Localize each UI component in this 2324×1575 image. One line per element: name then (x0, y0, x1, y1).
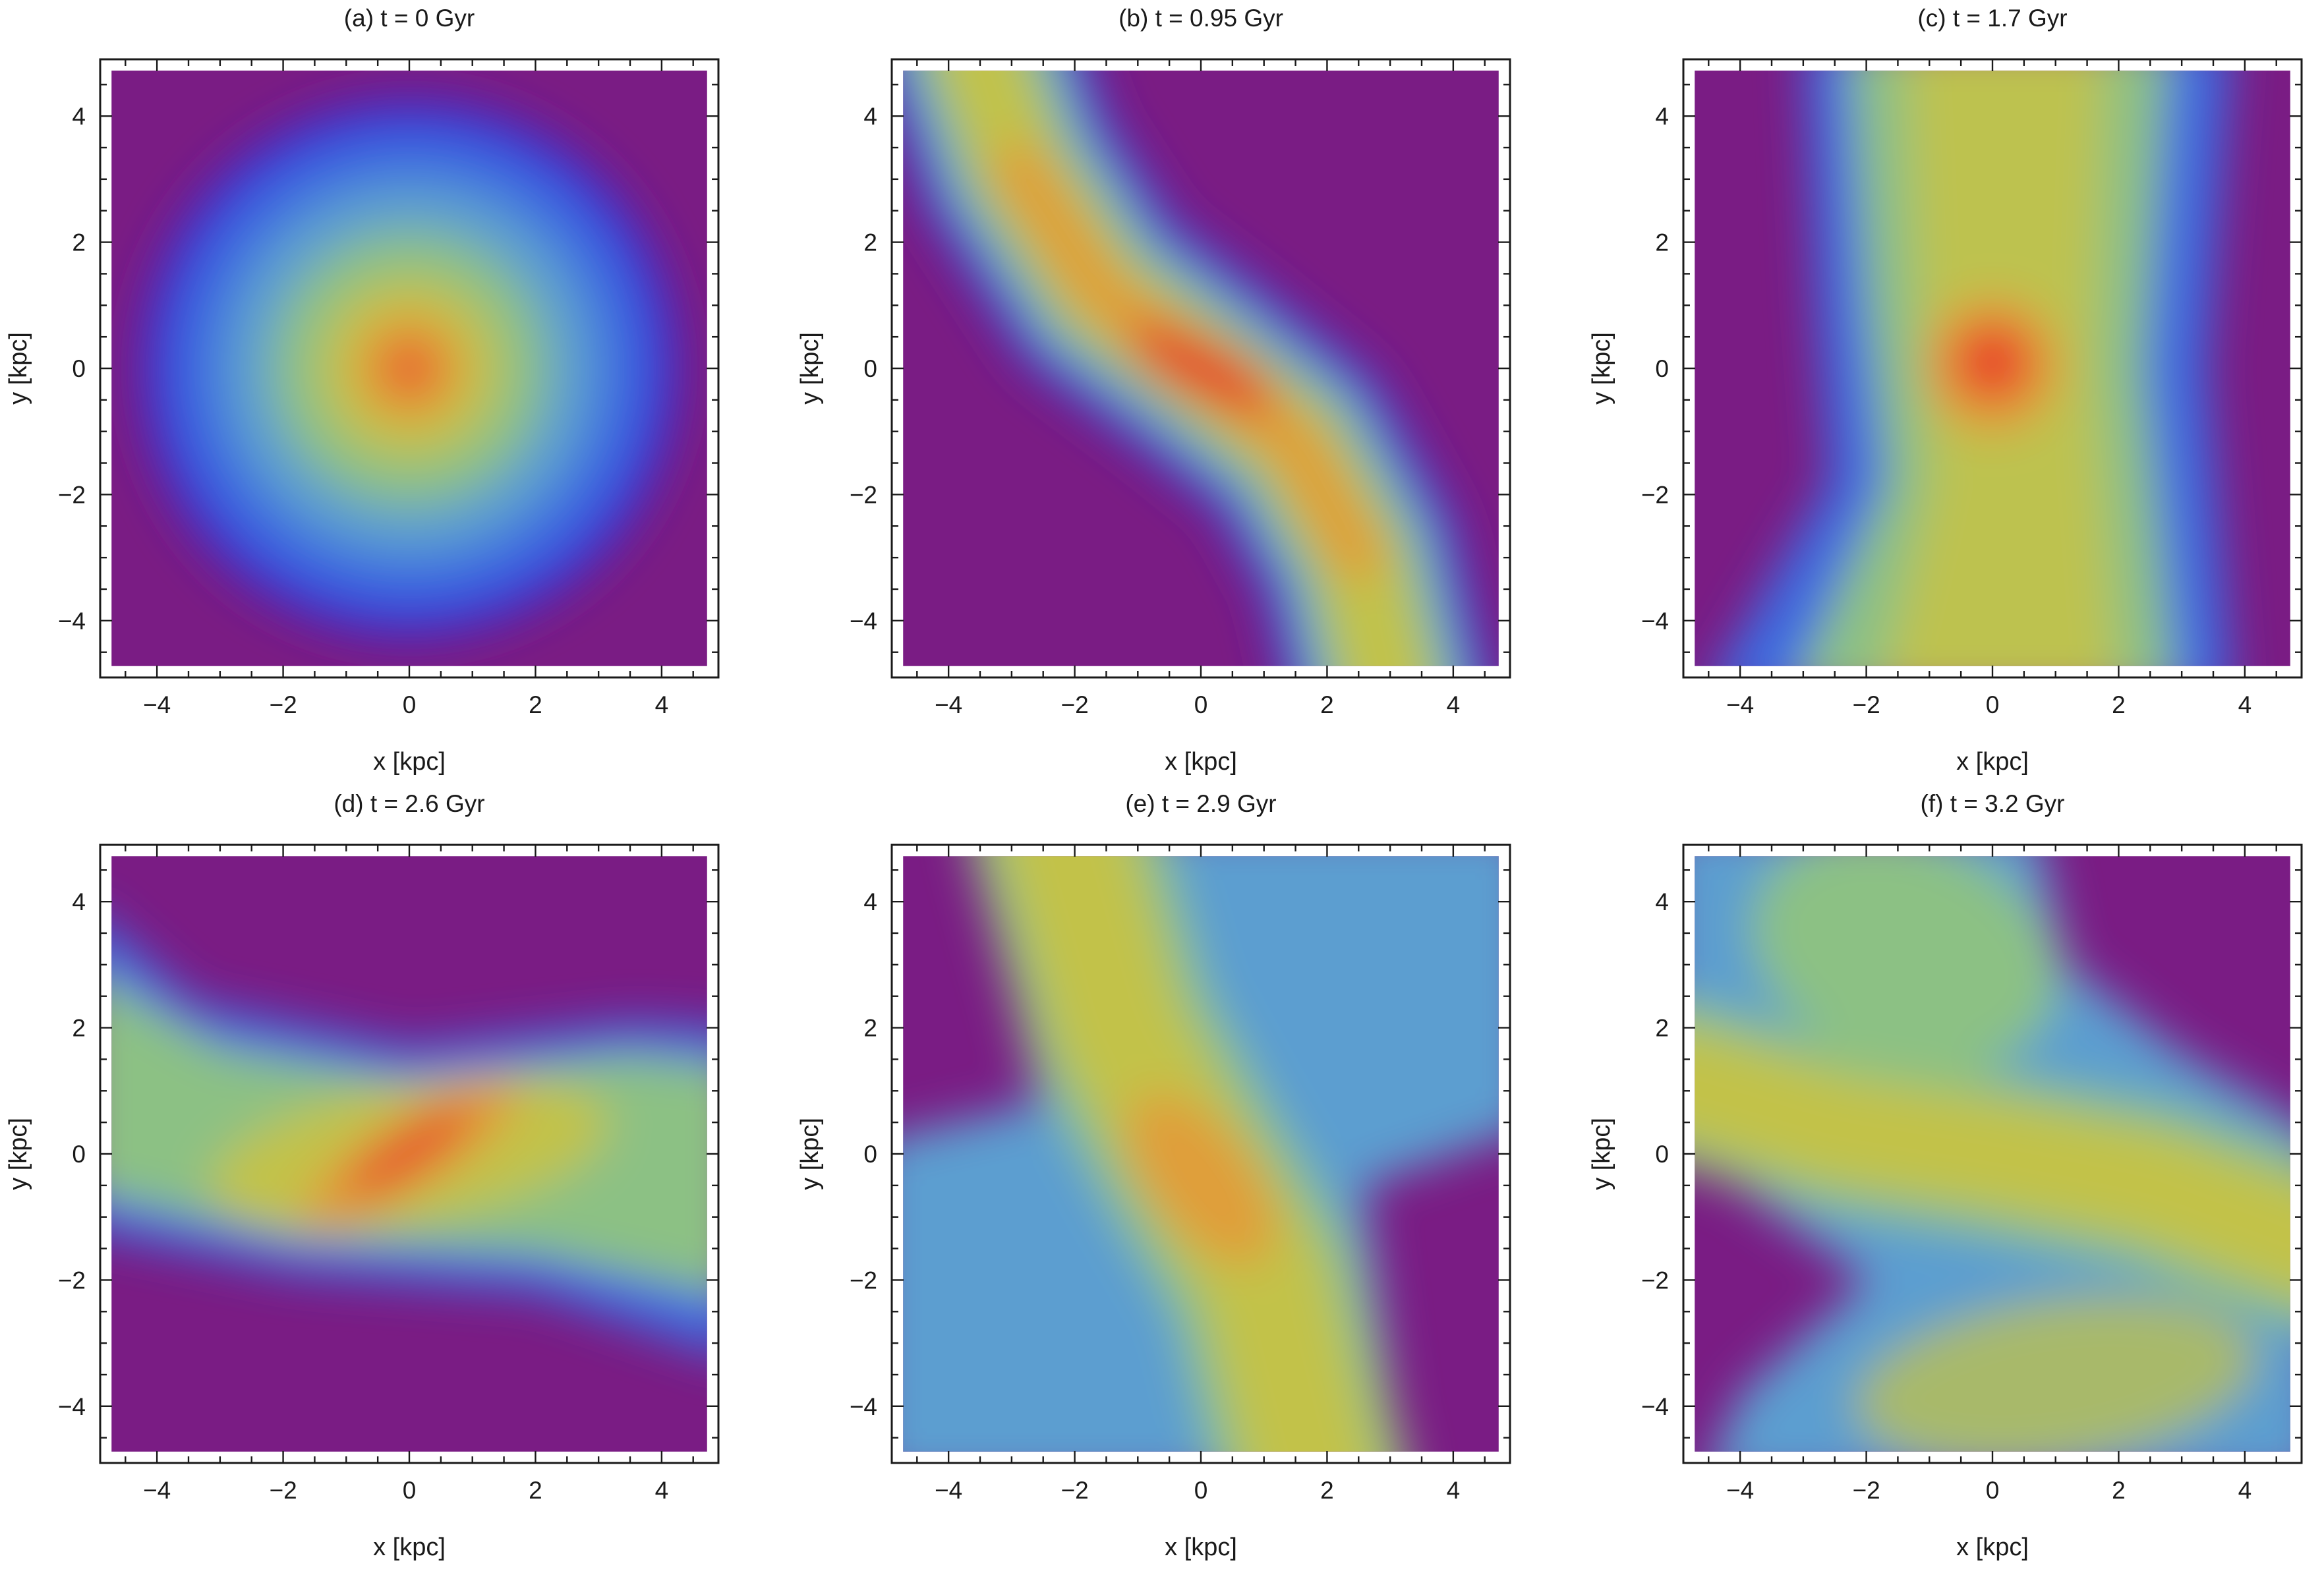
y-tick-label: −4 (58, 608, 86, 635)
x-tick-label: 0 (1194, 1477, 1208, 1504)
axis-ticks (892, 59, 1510, 677)
x-tick-label: −2 (1852, 1477, 1880, 1504)
density-map-f (1695, 856, 2290, 1452)
panel-f: −4 −2 0 2 4 −4 −2 0 2 4 (f) t = 3.2 Gyr x [kpc] y [k… (1588, 790, 2303, 1561)
x-tick-label: −4 (935, 1477, 962, 1504)
y-tick-label: 4 (1655, 888, 1669, 915)
y-axis-label: y [kpc] (796, 332, 824, 405)
y-axis-label: y [kpc] (1588, 1118, 1615, 1190)
y-tick-label: −4 (850, 608, 877, 635)
x-tick-label: −2 (269, 691, 297, 718)
y-tick-label: −2 (1641, 481, 1669, 508)
x-tick-label: −4 (1726, 1477, 1754, 1504)
panel-title: (d) t = 2.6 Gyr (334, 790, 484, 817)
panel-title: (e) t = 2.9 Gyr (1125, 790, 1276, 817)
axis-ticks (892, 845, 1510, 1463)
panel-title: (f) t = 3.2 Gyr (1921, 790, 2065, 817)
panel-b: −4 −2 0 2 4 −4 −2 0 2 4 (b) t = 0.95 Gyr x [kpc] y [… (796, 5, 1511, 776)
density-map-a (111, 71, 707, 666)
y-tick-label: 4 (72, 103, 86, 130)
y-axis-label: y [kpc] (1588, 332, 1615, 405)
y-tick-label: 0 (72, 355, 86, 382)
y-tick-label: 2 (72, 1015, 86, 1042)
y-tick-label: 0 (72, 1141, 86, 1168)
x-tick-label: 2 (1320, 691, 1334, 718)
panel-c: −4 −2 0 2 4 −4 −2 0 2 4 (c) t = 1.7 Gyr x [kpc] y [k… (1588, 5, 2303, 776)
x-tick-label: −4 (935, 691, 962, 718)
x-tick-label: 4 (655, 691, 669, 718)
y-tick-label: −2 (850, 481, 877, 508)
axis-ticks (100, 59, 718, 677)
panel-e: −4 −2 0 2 4 −4 −2 0 2 4 (e) t = 2.9 Gyr x [kpc] y [k… (796, 790, 1511, 1561)
y-tick-label: −4 (58, 1393, 86, 1420)
x-axis-label: x [kpc] (1165, 1533, 1237, 1561)
x-axis-label: x [kpc] (1956, 748, 2029, 776)
x-tick-label: 4 (655, 1477, 669, 1504)
y-tick-label: −2 (58, 1267, 86, 1294)
x-tick-label: −4 (143, 691, 171, 718)
panel-a: −4 −2 0 2 4 −4 −2 0 2 4 (a) t = 0 Gyr x [kpc] y [kpc… (5, 5, 720, 776)
x-tick-label: 4 (2238, 1477, 2252, 1504)
x-tick-label: 2 (529, 1477, 542, 1504)
panel-d: −4 −2 0 2 4 −4 −2 0 2 4 (d) t = 2.6 Gyr x [kpc] y [k… (5, 790, 720, 1561)
x-tick-label: −2 (269, 1477, 297, 1504)
y-tick-label: 2 (72, 229, 86, 256)
y-tick-label: 0 (1655, 1141, 1669, 1168)
axis-ticks (1683, 845, 2302, 1463)
x-tick-label: −2 (1060, 1477, 1088, 1504)
x-tick-label: 0 (403, 1477, 417, 1504)
y-tick-label: 0 (863, 1141, 877, 1168)
density-map-e (903, 856, 1499, 1452)
x-tick-label: 2 (2112, 691, 2126, 718)
x-tick-label: −2 (1060, 691, 1088, 718)
x-tick-label: −2 (1852, 691, 1880, 718)
x-tick-label: 2 (529, 691, 542, 718)
density-map-b (903, 71, 1499, 666)
y-tick-label: 2 (863, 229, 877, 256)
x-axis-label: x [kpc] (373, 1533, 446, 1561)
y-tick-label: −4 (1641, 608, 1669, 635)
x-tick-label: −4 (143, 1477, 171, 1504)
y-tick-label: −2 (850, 1267, 877, 1294)
x-tick-label: 2 (2112, 1477, 2126, 1504)
panel-title: (c) t = 1.7 Gyr (1917, 5, 2067, 32)
x-tick-label: 0 (403, 691, 417, 718)
y-tick-label: 0 (1655, 355, 1669, 382)
x-tick-label: 2 (1320, 1477, 1334, 1504)
panel-title: (b) t = 0.95 Gyr (1118, 5, 1283, 32)
x-tick-label: 0 (1986, 1477, 2000, 1504)
y-tick-label: 4 (1655, 103, 1669, 130)
axis-ticks (100, 845, 718, 1463)
density-map-c (1695, 71, 2290, 666)
x-axis-label: x [kpc] (1956, 1533, 2029, 1561)
y-tick-label: −4 (850, 1393, 877, 1420)
y-tick-label: −2 (58, 481, 86, 508)
y-tick-label: 2 (1655, 229, 1669, 256)
y-tick-label: 4 (863, 103, 877, 130)
y-tick-label: 4 (72, 888, 86, 915)
x-tick-label: −4 (1726, 691, 1754, 718)
x-axis-label: x [kpc] (373, 748, 446, 776)
y-tick-label: −4 (1641, 1393, 1669, 1420)
y-tick-label: 0 (863, 355, 877, 382)
x-tick-label: 0 (1986, 691, 2000, 718)
y-tick-label: −2 (1641, 1267, 1669, 1294)
x-tick-label: 4 (2238, 691, 2252, 718)
y-axis-label: y [kpc] (796, 1118, 824, 1190)
y-tick-label: 2 (1655, 1015, 1669, 1042)
panel-title: (a) t = 0 Gyr (344, 5, 475, 32)
axis-ticks (1683, 59, 2302, 677)
y-tick-label: 4 (863, 888, 877, 915)
y-axis-label: y [kpc] (5, 1118, 32, 1190)
y-axis-label: y [kpc] (5, 332, 32, 405)
x-tick-label: 4 (1447, 691, 1461, 718)
x-tick-label: 0 (1194, 691, 1208, 718)
density-map-d (111, 856, 707, 1452)
x-tick-label: 4 (1447, 1477, 1461, 1504)
x-axis-label: x [kpc] (1165, 748, 1237, 776)
y-tick-label: 2 (863, 1015, 877, 1042)
